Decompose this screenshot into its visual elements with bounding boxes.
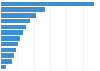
Bar: [1, 59, 12, 64]
Bar: [1, 2, 94, 6]
Bar: [1, 7, 45, 12]
Bar: [1, 36, 20, 41]
Bar: [1, 42, 18, 46]
Bar: [1, 30, 23, 35]
Bar: [1, 13, 36, 18]
Bar: [1, 25, 26, 29]
Bar: [1, 19, 30, 23]
Bar: [1, 48, 16, 52]
Bar: [1, 65, 6, 69]
Bar: [1, 53, 14, 58]
